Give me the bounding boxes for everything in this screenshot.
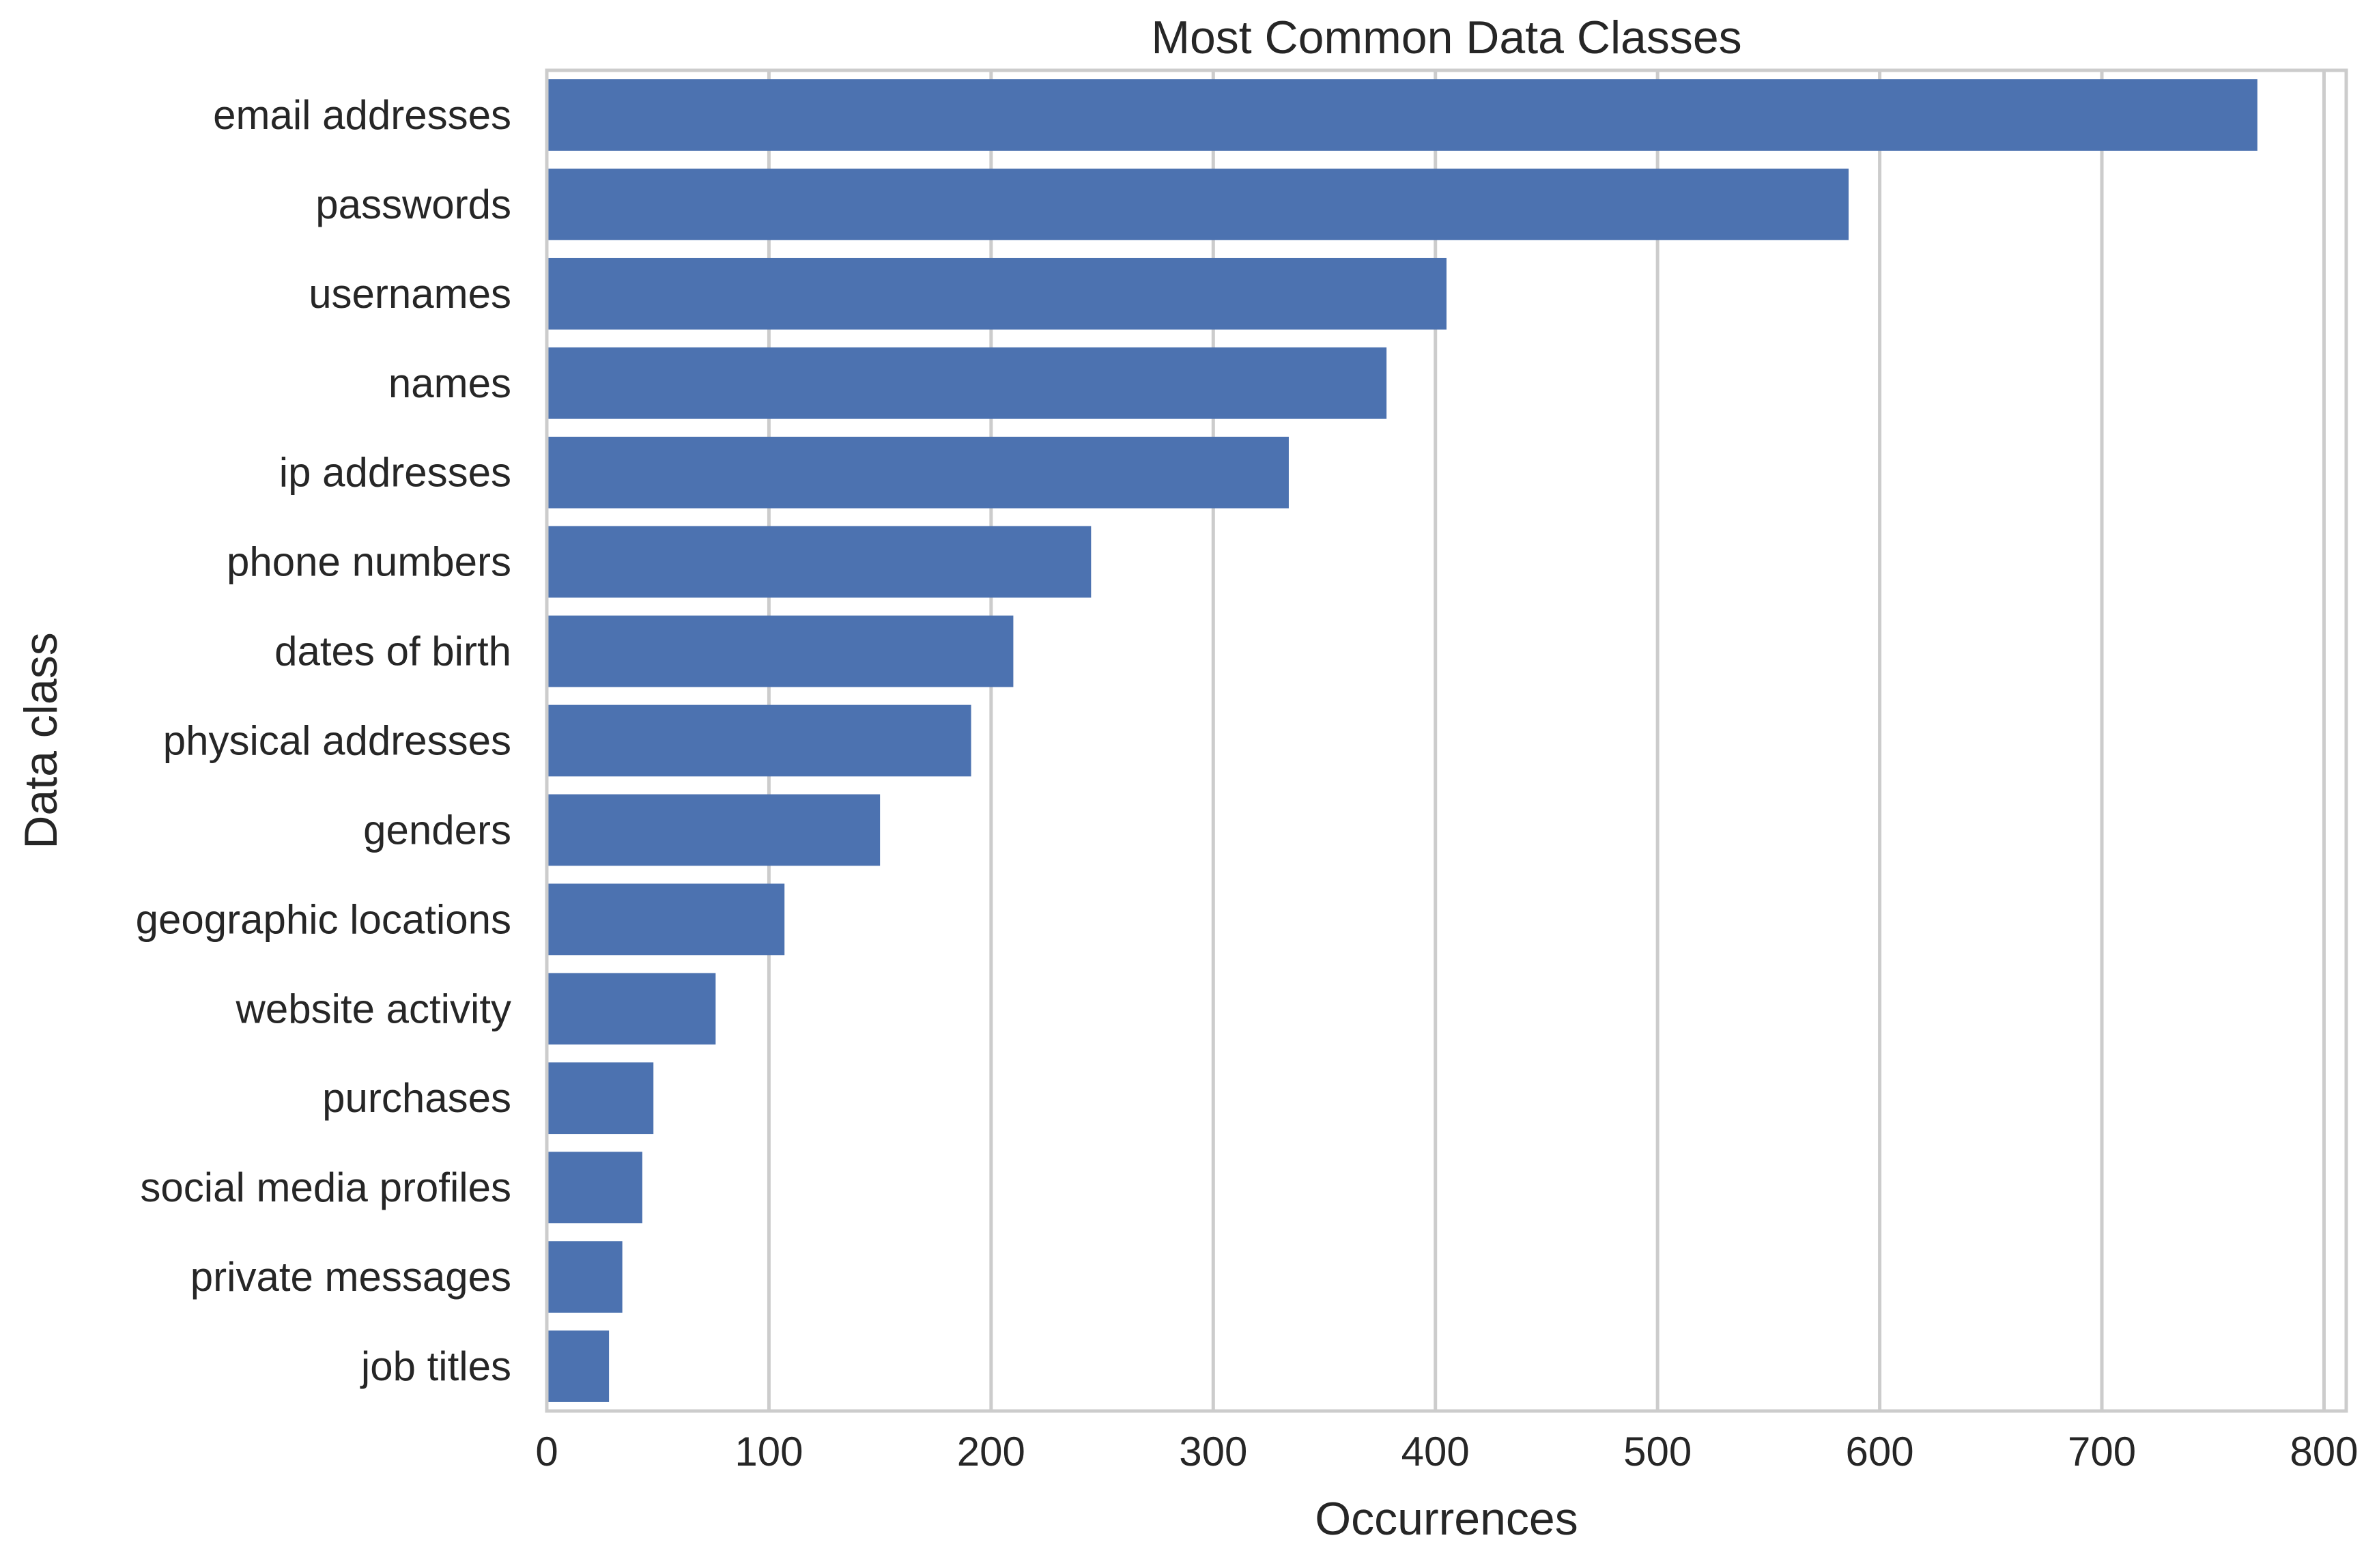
bar-private-messages — [547, 1241, 623, 1313]
bar-job-titles — [547, 1330, 610, 1402]
bar-geographic-locations — [547, 883, 785, 956]
y-tick-label: usernames — [309, 271, 511, 317]
x-tick-label: 500 — [1623, 1429, 1692, 1474]
y-axis-label: Data class — [15, 632, 67, 849]
x-tick-label: 100 — [735, 1429, 803, 1474]
y-tick-labels: email addresses passwords usernames names ip… — [136, 92, 511, 1389]
plot-frame — [545, 68, 2348, 1413]
x-tick-label: 400 — [1401, 1429, 1470, 1474]
x-tick-label: 200 — [957, 1429, 1025, 1474]
x-tick-label: 700 — [2068, 1429, 2136, 1474]
bar-email-addresses — [547, 79, 2257, 151]
y-tick-label: geographic locations — [136, 896, 511, 942]
y-tick-label: physical addresses — [163, 718, 511, 764]
x-tick-label: 600 — [1846, 1429, 1914, 1474]
y-tick-label: private messages — [190, 1254, 511, 1300]
y-tick-label: purchases — [322, 1075, 511, 1121]
bar-social-media-profiles — [547, 1152, 642, 1224]
y-tick-label: job titles — [360, 1343, 511, 1389]
y-tick-label: email addresses — [213, 92, 511, 138]
bar-passwords — [547, 169, 1849, 240]
bar-phone-numbers — [547, 526, 1092, 598]
bar-genders — [547, 794, 881, 866]
y-tick-label: ip addresses — [279, 450, 511, 496]
y-tick-label: dates of birth — [274, 629, 511, 674]
y-tick-label: website activity — [236, 986, 511, 1031]
x-axis-label: Occurrences — [1315, 1493, 1578, 1545]
bar-purchases — [547, 1062, 654, 1135]
y-tick-label: phone numbers — [227, 539, 511, 585]
x-tick-label: 0 — [535, 1429, 558, 1474]
chart-title: Most Common Data Classes — [1151, 12, 1741, 63]
bar-usernames — [547, 257, 1447, 330]
bar-names — [547, 347, 1387, 419]
y-tick-label: names — [388, 360, 511, 406]
bars — [547, 79, 2257, 1402]
y-tick-label: passwords — [315, 182, 511, 227]
y-tick-label: social media profiles — [140, 1165, 511, 1210]
x-tick-label: 800 — [2290, 1429, 2358, 1474]
bar-dates-of-birth — [547, 615, 1014, 687]
y-tick-label: genders — [363, 807, 511, 853]
x-tick-label: 300 — [1179, 1429, 1247, 1474]
bar-ip-addresses — [547, 436, 1289, 509]
bar-website-activity — [547, 973, 716, 1045]
x-tick-labels: 0 100 200 300 400 500 600 700 800 — [535, 1429, 2358, 1474]
bar-physical-addresses — [547, 704, 971, 777]
